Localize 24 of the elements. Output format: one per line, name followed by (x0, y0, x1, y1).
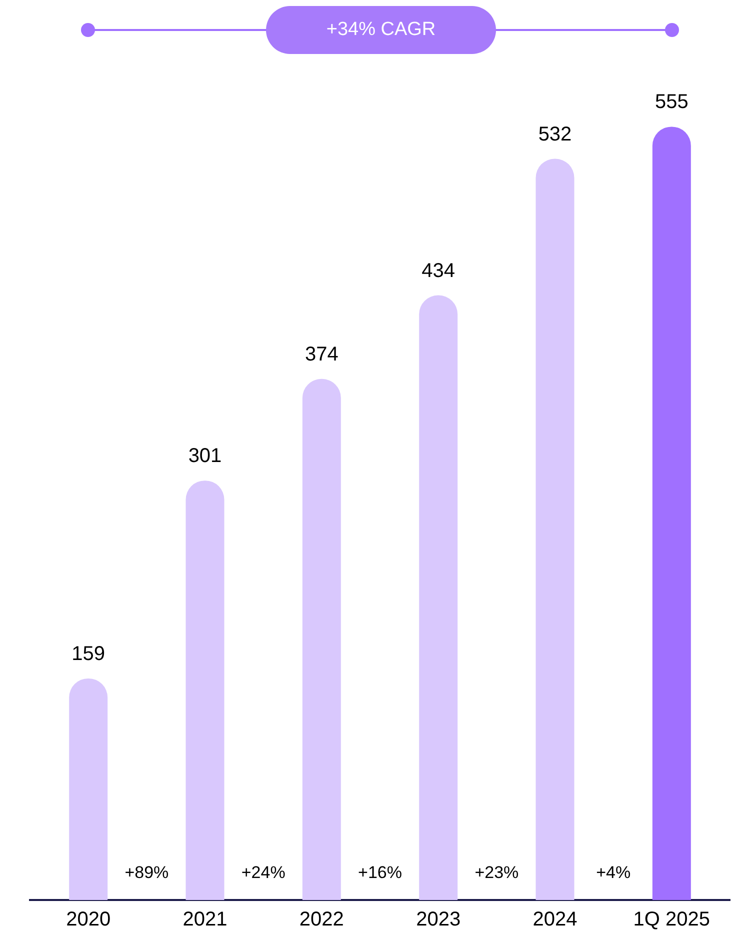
x-tick-label: 2020 (66, 908, 111, 931)
data-label: 301 (188, 445, 222, 468)
x-tick-label: 2022 (299, 908, 344, 931)
x-tick-label: 2021 (182, 908, 228, 931)
data-label: 374 (304, 343, 338, 366)
annotation: +4% (596, 863, 631, 882)
x-tick-label: 1Q 2025 (633, 908, 710, 931)
annotation: +89% (124, 863, 169, 882)
bar (652, 126, 691, 900)
data-label: 555 (654, 91, 688, 114)
bar (536, 158, 574, 900)
annotation: +23% (474, 863, 519, 882)
bar (302, 378, 341, 900)
x-tick-label: 2023 (416, 908, 461, 931)
data-label: 159 (72, 642, 106, 665)
annotation: +16% (358, 863, 402, 882)
data-label: 532 (538, 123, 572, 146)
annotation: +24% (241, 863, 286, 882)
bar (186, 480, 224, 900)
bar (69, 678, 108, 900)
bar (419, 295, 458, 900)
data-label: 434 (422, 260, 456, 282)
x-tick-label: 2024 (532, 908, 578, 931)
text: +34% CAGR (266, 6, 496, 54)
